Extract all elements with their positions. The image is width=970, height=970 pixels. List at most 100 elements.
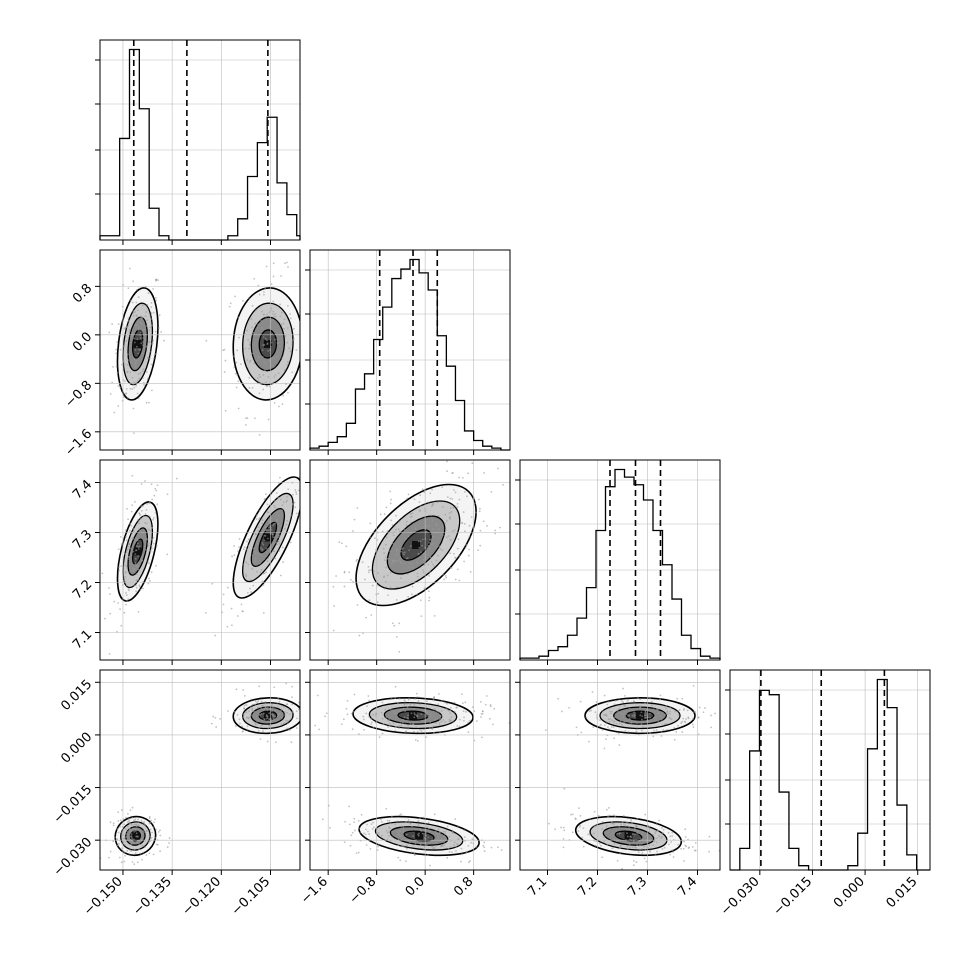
scatter-point bbox=[254, 557, 257, 560]
scatter-point bbox=[141, 554, 144, 557]
scatter-point bbox=[246, 359, 249, 362]
scatter-point bbox=[429, 492, 432, 495]
scatter-point bbox=[431, 728, 434, 731]
scatter-point bbox=[635, 722, 638, 725]
scatter-point bbox=[129, 371, 132, 374]
scatter-point bbox=[270, 528, 273, 531]
scatter-point bbox=[131, 806, 134, 809]
scatter-point bbox=[140, 316, 143, 319]
scatter-point bbox=[479, 529, 482, 532]
scatter-point bbox=[450, 566, 453, 569]
scatter-point bbox=[661, 827, 663, 829]
scatter-point bbox=[444, 528, 447, 531]
scatter-point bbox=[134, 349, 137, 351]
scatter-point bbox=[148, 822, 151, 825]
scatter-point bbox=[371, 721, 373, 724]
scatter-point bbox=[290, 741, 293, 744]
x-tick-label: −0.8 bbox=[347, 874, 380, 907]
scatter-point bbox=[141, 844, 144, 847]
x-tick-label: 7.2 bbox=[575, 874, 600, 899]
scatter-point bbox=[152, 853, 155, 856]
scatter-point bbox=[414, 698, 417, 700]
scatter-point bbox=[271, 313, 274, 316]
scatter-point bbox=[130, 524, 133, 527]
scatter-point bbox=[346, 713, 349, 716]
scatter-point bbox=[137, 578, 140, 581]
scatter-point bbox=[266, 720, 269, 723]
scatter-point bbox=[273, 504, 276, 507]
scatter-point bbox=[129, 809, 132, 812]
scatter-point bbox=[251, 709, 254, 711]
scatter-point bbox=[148, 314, 151, 316]
scatter-point bbox=[261, 580, 264, 583]
scatter-point bbox=[629, 835, 632, 838]
scatter-point bbox=[267, 376, 270, 378]
scatter-point bbox=[370, 614, 373, 616]
scatter-point bbox=[154, 353, 157, 355]
scatter-point bbox=[127, 825, 129, 828]
scatter-point bbox=[682, 847, 685, 850]
y-tick-label: 7.3 bbox=[70, 527, 95, 552]
scatter-point bbox=[419, 731, 422, 734]
scatter-point bbox=[245, 417, 247, 420]
scatter-point bbox=[613, 823, 615, 825]
scatter-point bbox=[261, 542, 264, 544]
scatter-point bbox=[349, 844, 352, 847]
scatter-point bbox=[257, 529, 260, 532]
scatter-point bbox=[302, 725, 304, 727]
scatter-point bbox=[277, 496, 280, 499]
scatter-point bbox=[350, 578, 352, 581]
scatter-point bbox=[137, 568, 140, 571]
scatter-point bbox=[226, 625, 229, 628]
scatter-point bbox=[236, 713, 239, 716]
scatter-point bbox=[131, 336, 134, 338]
scatter-point bbox=[251, 707, 254, 710]
scatter-point bbox=[264, 529, 267, 532]
scatter-point bbox=[631, 833, 634, 836]
scatter-point bbox=[437, 836, 440, 839]
scatter-point bbox=[128, 558, 130, 561]
scatter-point bbox=[155, 828, 157, 831]
scatter-point bbox=[611, 719, 614, 722]
x-tick-label: 0.000 bbox=[831, 874, 868, 911]
scatter-point bbox=[447, 847, 450, 850]
scatter-point bbox=[681, 731, 684, 733]
scatter-point bbox=[437, 703, 440, 706]
scatter-point bbox=[150, 306, 153, 309]
scatter-point bbox=[368, 599, 371, 602]
scatter-point bbox=[432, 542, 434, 545]
scatter-point bbox=[144, 338, 147, 341]
scatter-point bbox=[404, 710, 406, 713]
scatter-point bbox=[698, 706, 701, 709]
scatter-point bbox=[280, 524, 282, 527]
scatter-point bbox=[344, 820, 346, 823]
scatter-point bbox=[129, 360, 132, 363]
panel-2-0 bbox=[99, 459, 301, 661]
scatter-point bbox=[285, 682, 288, 685]
scatter-point bbox=[252, 584, 255, 587]
scatter-point bbox=[358, 831, 361, 834]
scatter-point bbox=[262, 313, 265, 316]
scatter-point bbox=[632, 846, 634, 849]
scatter-point bbox=[152, 339, 155, 342]
x-tick-label: −0.150 bbox=[81, 874, 126, 919]
scatter-point bbox=[258, 517, 261, 519]
scatter-point bbox=[455, 850, 457, 852]
scatter-point bbox=[648, 827, 651, 830]
scatter-point bbox=[136, 519, 139, 522]
scatter-point bbox=[134, 562, 137, 564]
scatter-point bbox=[138, 843, 141, 846]
scatter-point bbox=[601, 729, 604, 731]
scatter-point bbox=[261, 549, 264, 551]
scatter-point bbox=[145, 522, 148, 525]
scatter-point bbox=[609, 834, 612, 837]
scatter-point bbox=[701, 872, 703, 874]
scatter-point bbox=[444, 833, 447, 836]
scatter-point bbox=[317, 460, 319, 462]
scatter-point bbox=[394, 823, 397, 826]
scatter-point bbox=[248, 376, 251, 379]
scatter-point bbox=[669, 853, 672, 856]
scatter-point bbox=[274, 313, 277, 315]
scatter-point bbox=[223, 371, 226, 373]
scatter-point bbox=[391, 622, 394, 625]
